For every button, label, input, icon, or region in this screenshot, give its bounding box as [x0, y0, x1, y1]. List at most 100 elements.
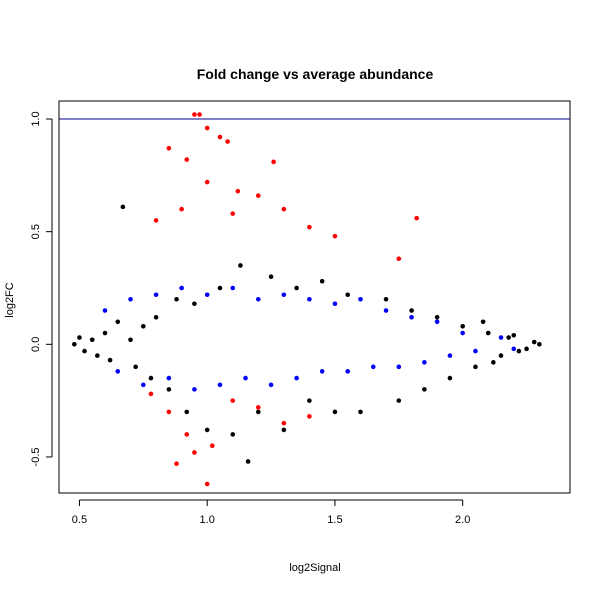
data-point	[133, 364, 138, 370]
data-point	[511, 332, 517, 338]
data-point	[460, 323, 465, 329]
data-point	[447, 375, 453, 381]
data-point	[184, 432, 190, 437]
data-point	[447, 353, 453, 358]
data-point	[217, 134, 223, 140]
data-point	[485, 330, 491, 336]
data-point	[238, 263, 243, 268]
data-point	[120, 204, 126, 210]
data-point	[498, 353, 504, 358]
data-point	[268, 382, 274, 388]
data-point	[210, 443, 215, 448]
data-point	[307, 414, 312, 419]
data-point	[148, 391, 154, 397]
data-point	[230, 211, 236, 216]
data-point	[396, 364, 402, 370]
data-point	[383, 296, 389, 302]
data-point	[281, 292, 287, 298]
data-point	[511, 346, 517, 352]
data-point	[166, 409, 172, 415]
data-point	[204, 125, 210, 131]
data-point	[102, 308, 108, 313]
data-point	[524, 346, 529, 352]
x-tick-label: 0.5	[72, 514, 87, 526]
data-point	[422, 387, 427, 392]
data-point	[192, 450, 197, 455]
data-point	[255, 193, 261, 198]
data-point	[153, 292, 159, 298]
y-tick-label: 0.5	[30, 224, 42, 239]
data-point	[72, 342, 77, 347]
data-point	[197, 112, 202, 117]
data-point	[192, 301, 197, 307]
data-point	[255, 409, 261, 415]
data-point	[358, 409, 363, 415]
data-point	[281, 427, 287, 433]
data-point	[230, 285, 236, 291]
plot-frame	[58, 100, 571, 494]
data-point	[192, 112, 197, 117]
data-point	[174, 461, 179, 467]
data-point	[480, 319, 486, 325]
data-point	[396, 398, 402, 403]
data-point	[319, 278, 325, 284]
data-point	[95, 353, 100, 358]
x-tick-label: 1.5	[327, 514, 342, 526]
data-point	[383, 308, 389, 313]
y-tick-label: -0.5	[30, 447, 42, 466]
data-point	[217, 285, 223, 291]
data-point	[235, 188, 241, 194]
data-point	[141, 323, 146, 329]
data-point	[409, 314, 414, 320]
data-point	[115, 319, 121, 325]
x-tick-label: 1.0	[200, 514, 215, 526]
data-point	[128, 337, 133, 343]
data-point	[184, 409, 190, 415]
data-point	[153, 314, 159, 320]
data-point	[77, 335, 82, 340]
data-point	[345, 292, 351, 298]
data-point	[141, 382, 146, 388]
data-point	[89, 337, 95, 343]
y-axis: -0.5 0.0 0.5 1.0	[30, 111, 53, 466]
data-point	[473, 348, 478, 354]
data-point	[204, 292, 210, 298]
data-point	[82, 348, 87, 354]
data-point	[204, 179, 210, 185]
x-axis-label: log2Signal	[289, 562, 340, 574]
data-point	[370, 364, 376, 370]
data-point	[516, 348, 522, 354]
data-point	[102, 330, 108, 336]
data-point	[115, 369, 121, 374]
data-point	[166, 375, 172, 381]
data-point	[179, 285, 184, 291]
data-point	[434, 314, 440, 320]
data-point	[414, 215, 420, 221]
data-point	[217, 382, 223, 388]
data-point	[473, 364, 478, 370]
x-axis: 0.5 1.0 1.5 2.0	[72, 499, 470, 526]
data-point	[192, 387, 197, 392]
data-point	[230, 432, 236, 437]
data-point	[204, 481, 210, 487]
data-point	[166, 387, 172, 392]
data-point	[245, 459, 251, 464]
chart-title: Fold change vs average abundance	[197, 66, 434, 82]
data-point	[225, 139, 230, 144]
data-point	[358, 296, 363, 302]
data-point	[396, 256, 402, 262]
data-point	[332, 301, 338, 307]
data-point	[243, 375, 248, 381]
data-point	[179, 206, 184, 212]
data-point	[498, 335, 504, 340]
data-point	[332, 409, 338, 415]
data-point	[460, 330, 465, 336]
data-point	[204, 427, 210, 433]
data-point	[166, 146, 172, 151]
data-point	[491, 360, 496, 365]
data-point	[294, 375, 299, 381]
data-point	[531, 339, 537, 345]
data-point	[345, 369, 351, 374]
data-point	[255, 405, 261, 410]
